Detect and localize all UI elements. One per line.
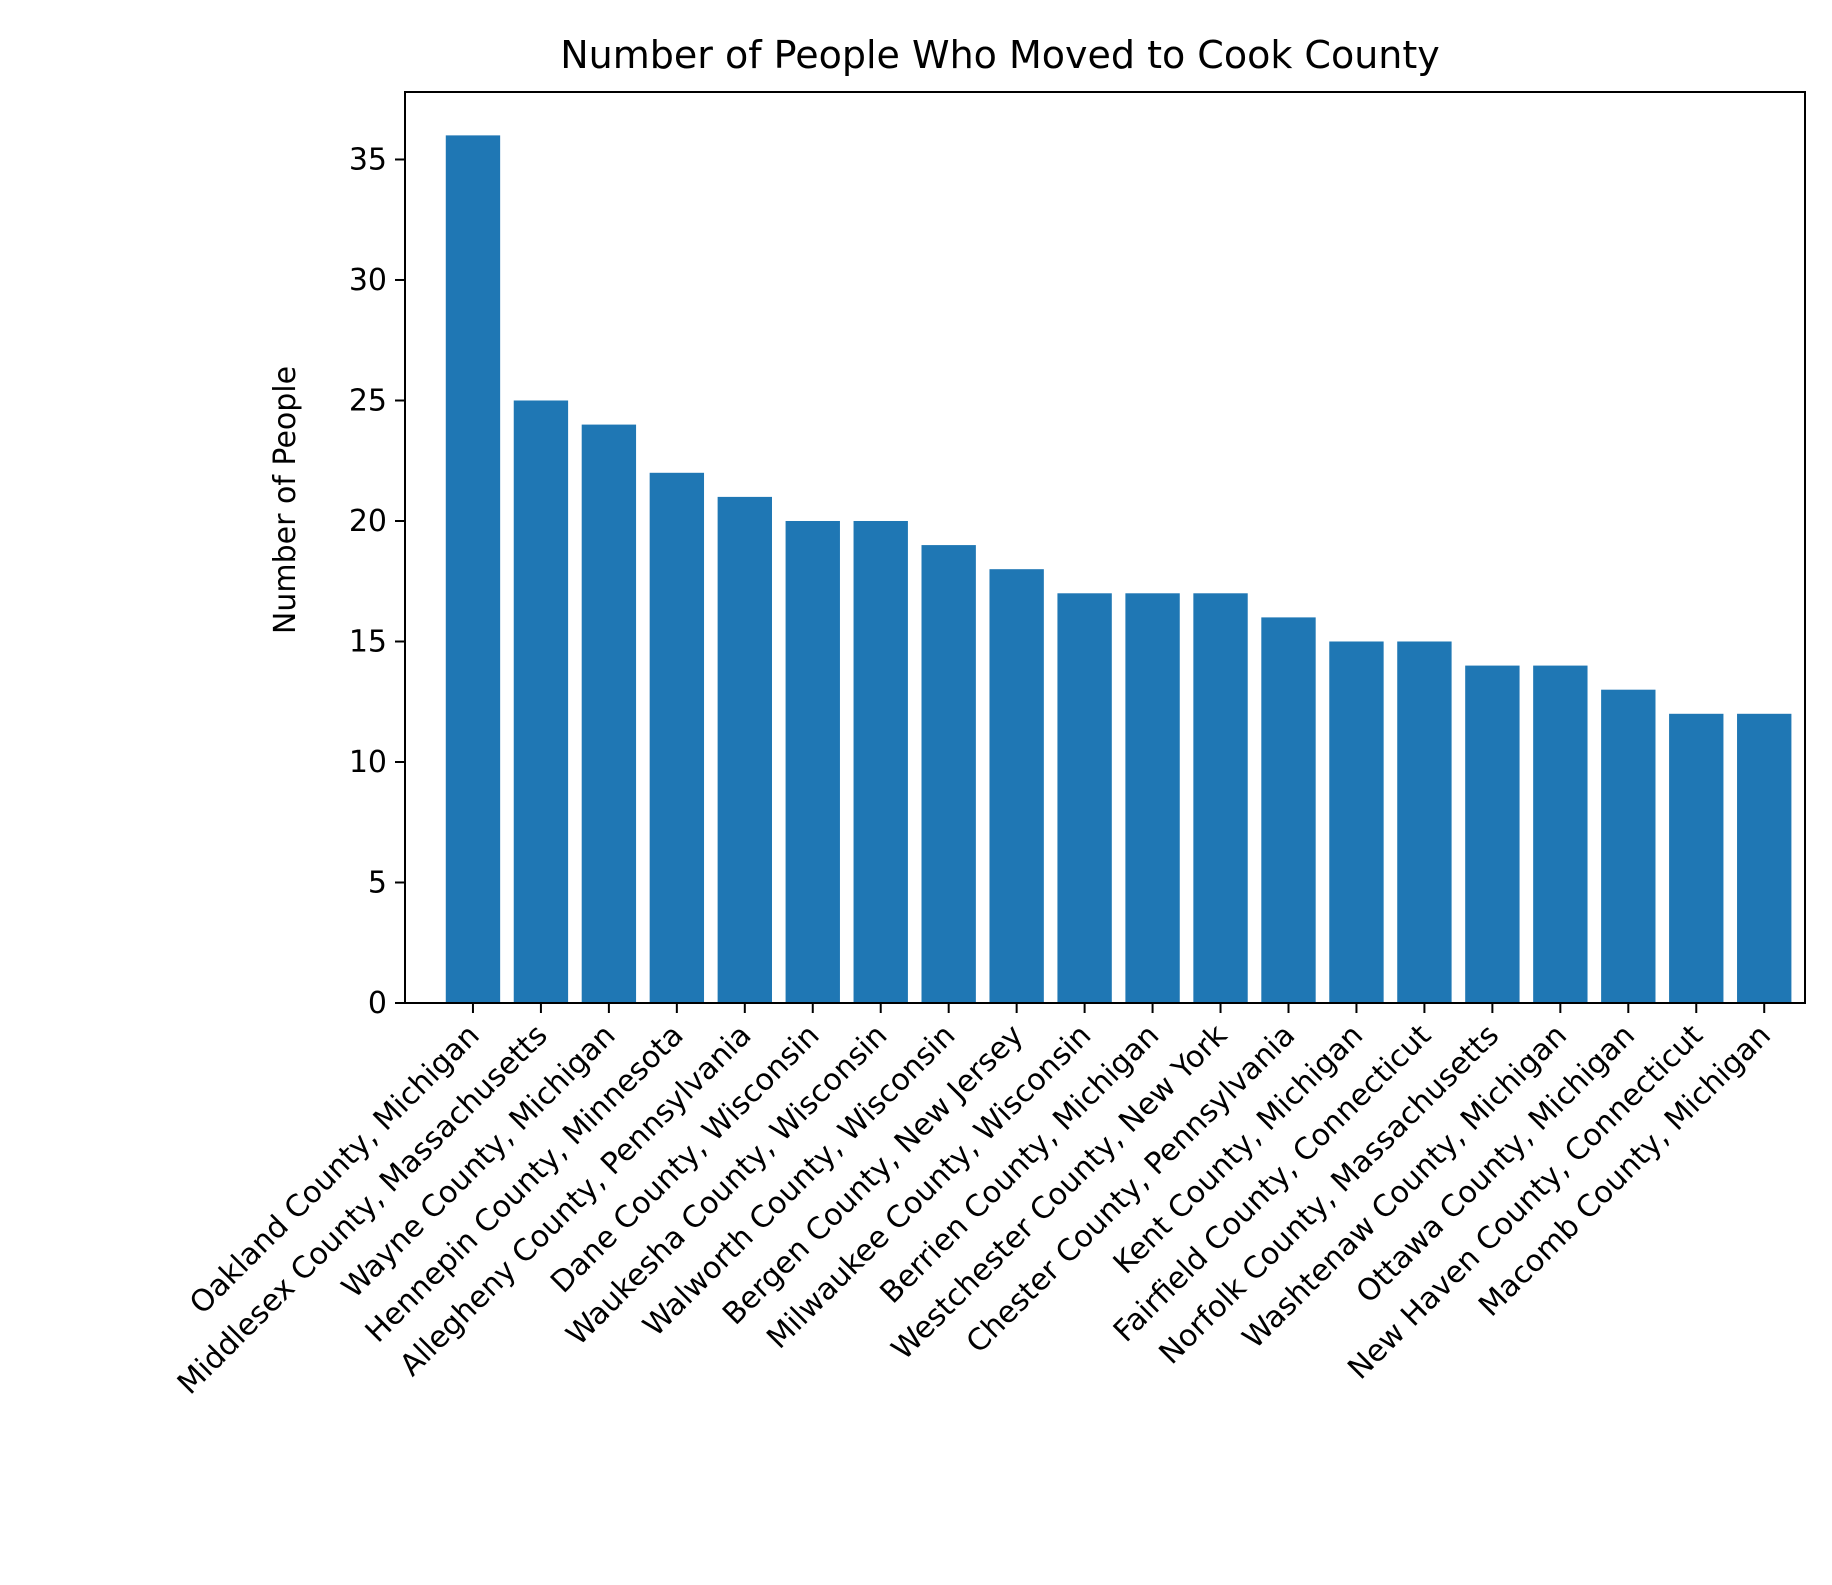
bar-15 [1397,641,1452,1003]
bar-7 [853,520,908,1003]
y-tick-label-15: 15 [349,624,387,659]
y-tick-label-0: 0 [368,986,387,1021]
y-tick-label-5: 5 [368,865,387,900]
bar-5 [717,496,772,1003]
bar-6 [785,520,840,1003]
bar-10 [1057,593,1112,1003]
chart-title: Number of People Who Moved to Cook Count… [560,33,1440,77]
bar-1 [445,135,501,1003]
bar-4 [649,472,705,1003]
y-axis-label: Number of People [268,366,303,634]
bar-3 [581,424,637,1004]
bar-11 [1125,593,1180,1003]
bar-20 [1737,713,1792,1003]
bar-2 [513,400,569,1003]
bars-group [445,135,1792,1004]
y-tick-label-35: 35 [349,142,387,177]
bar-16 [1465,665,1520,1003]
bar-17 [1533,665,1588,1003]
bar-13 [1261,617,1316,1003]
y-tick-label-30: 30 [349,263,387,298]
y-axis: 0 5 10 15 20 25 30 35 [349,142,405,1021]
y-tick-label-25: 25 [349,383,387,418]
plot-frame [404,91,1806,1004]
y-tick-label-10: 10 [349,745,387,780]
bar-14 [1329,641,1384,1003]
bar-18 [1601,689,1656,1003]
y-tick-label-20: 20 [349,504,387,539]
bar-12 [1193,593,1248,1003]
bar-19 [1669,713,1724,1003]
bar-9 [989,569,1044,1003]
bar-8 [921,545,976,1003]
